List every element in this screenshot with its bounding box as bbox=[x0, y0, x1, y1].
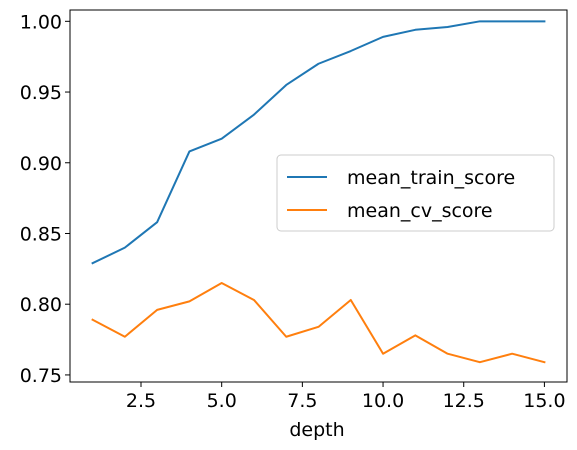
x-tick-label: 10.0 bbox=[362, 390, 404, 412]
series-layer bbox=[91, 20, 546, 364]
x-tick-label: 12.5 bbox=[443, 390, 485, 412]
y-tick-label: 0.85 bbox=[20, 223, 62, 245]
x-tick-label: 7.5 bbox=[287, 390, 317, 412]
axes-layer: 2.5 5.0 7.5 10.0 12.5 15.0 0.75 0.80 0.85 0.90 0.9… bbox=[20, 9, 568, 412]
legend-label-mean-cv-score: mean_cv_score bbox=[347, 200, 493, 222]
legend-label-mean-train-score: mean_train_score bbox=[347, 167, 515, 189]
x-tick-label: 5.0 bbox=[207, 390, 237, 412]
legend-box bbox=[276, 154, 555, 232]
y-tick-label: 1.00 bbox=[20, 11, 62, 33]
x-tick-label: 15.0 bbox=[523, 390, 565, 412]
plot-frame bbox=[69, 9, 568, 383]
x-axis-label: depth bbox=[289, 419, 344, 441]
y-tick-label: 0.75 bbox=[20, 365, 62, 387]
x-tick-label: 2.5 bbox=[126, 390, 156, 412]
y-tick-label: 0.95 bbox=[20, 82, 62, 104]
series-line-mean-cv-score bbox=[91, 281, 546, 364]
y-tick-label: 0.90 bbox=[20, 153, 62, 175]
legend: mean_train_score mean_cv_score bbox=[276, 154, 555, 232]
series-line-mean-train-score bbox=[91, 20, 546, 265]
y-tick-label: 0.80 bbox=[20, 294, 62, 316]
